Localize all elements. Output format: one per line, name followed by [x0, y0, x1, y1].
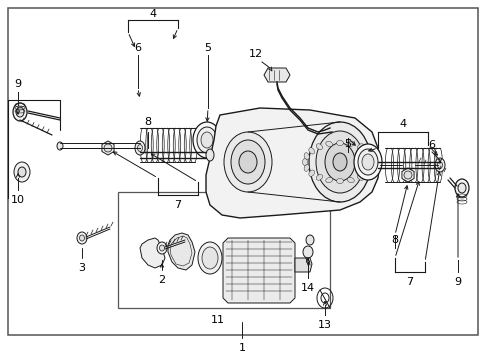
Text: 5: 5 — [344, 139, 351, 149]
Ellipse shape — [193, 122, 221, 158]
Polygon shape — [223, 238, 295, 303]
Ellipse shape — [458, 183, 466, 193]
Ellipse shape — [302, 158, 308, 166]
Text: 12: 12 — [249, 49, 263, 59]
Ellipse shape — [404, 171, 412, 179]
Ellipse shape — [135, 141, 145, 155]
Text: 11: 11 — [211, 315, 225, 325]
Ellipse shape — [157, 242, 167, 254]
Ellipse shape — [358, 149, 378, 175]
Ellipse shape — [325, 143, 355, 181]
Ellipse shape — [370, 153, 376, 159]
Ellipse shape — [77, 232, 87, 244]
Text: 10: 10 — [11, 195, 25, 205]
Ellipse shape — [239, 151, 257, 173]
Polygon shape — [402, 168, 414, 182]
Ellipse shape — [309, 122, 371, 202]
Ellipse shape — [104, 144, 112, 152]
Ellipse shape — [357, 175, 364, 180]
Ellipse shape — [16, 107, 24, 117]
Ellipse shape — [197, 127, 217, 153]
Text: 7: 7 — [174, 200, 182, 210]
Ellipse shape — [224, 132, 272, 192]
Text: 9: 9 — [454, 277, 462, 287]
Ellipse shape — [370, 165, 376, 171]
Bar — [118, 192, 330, 308]
Ellipse shape — [316, 144, 322, 149]
Ellipse shape — [366, 148, 371, 154]
Ellipse shape — [13, 103, 27, 121]
Ellipse shape — [337, 179, 343, 184]
Ellipse shape — [309, 170, 315, 176]
Polygon shape — [264, 68, 290, 82]
Text: 6: 6 — [134, 43, 142, 53]
Text: 9: 9 — [14, 79, 22, 89]
Ellipse shape — [326, 177, 333, 183]
Text: 1: 1 — [239, 343, 245, 353]
Text: 5: 5 — [204, 43, 212, 53]
Ellipse shape — [57, 142, 63, 150]
Ellipse shape — [347, 177, 354, 183]
Ellipse shape — [337, 140, 343, 145]
Ellipse shape — [309, 148, 315, 154]
Ellipse shape — [198, 242, 222, 274]
Ellipse shape — [14, 162, 30, 182]
Ellipse shape — [357, 144, 364, 149]
Ellipse shape — [333, 153, 347, 171]
Text: 4: 4 — [399, 119, 407, 129]
Ellipse shape — [18, 167, 26, 177]
Polygon shape — [295, 258, 312, 272]
Ellipse shape — [202, 247, 218, 269]
Ellipse shape — [366, 170, 371, 176]
Ellipse shape — [201, 132, 213, 148]
Ellipse shape — [138, 144, 143, 152]
Ellipse shape — [438, 162, 442, 168]
Ellipse shape — [303, 246, 313, 258]
Ellipse shape — [231, 140, 265, 184]
Ellipse shape — [347, 141, 354, 147]
Text: 14: 14 — [301, 283, 315, 293]
Polygon shape — [206, 108, 380, 218]
Text: 7: 7 — [406, 277, 414, 287]
Ellipse shape — [326, 141, 333, 147]
Ellipse shape — [372, 158, 377, 166]
Ellipse shape — [316, 175, 322, 180]
Ellipse shape — [206, 149, 214, 161]
Ellipse shape — [435, 158, 445, 172]
Ellipse shape — [455, 179, 469, 197]
Ellipse shape — [304, 153, 309, 159]
Ellipse shape — [316, 131, 364, 193]
Ellipse shape — [306, 235, 314, 245]
Ellipse shape — [354, 144, 382, 180]
Text: 8: 8 — [392, 235, 398, 245]
Polygon shape — [168, 233, 195, 270]
Text: 4: 4 — [149, 9, 157, 19]
Polygon shape — [140, 238, 165, 268]
Text: 13: 13 — [318, 320, 332, 330]
Ellipse shape — [79, 235, 84, 241]
Text: 6: 6 — [428, 140, 436, 150]
Polygon shape — [102, 141, 114, 155]
Ellipse shape — [304, 165, 309, 171]
Text: 3: 3 — [78, 263, 85, 273]
Ellipse shape — [160, 245, 165, 251]
Ellipse shape — [362, 154, 374, 170]
Text: 8: 8 — [145, 117, 151, 127]
Text: 2: 2 — [158, 275, 166, 285]
